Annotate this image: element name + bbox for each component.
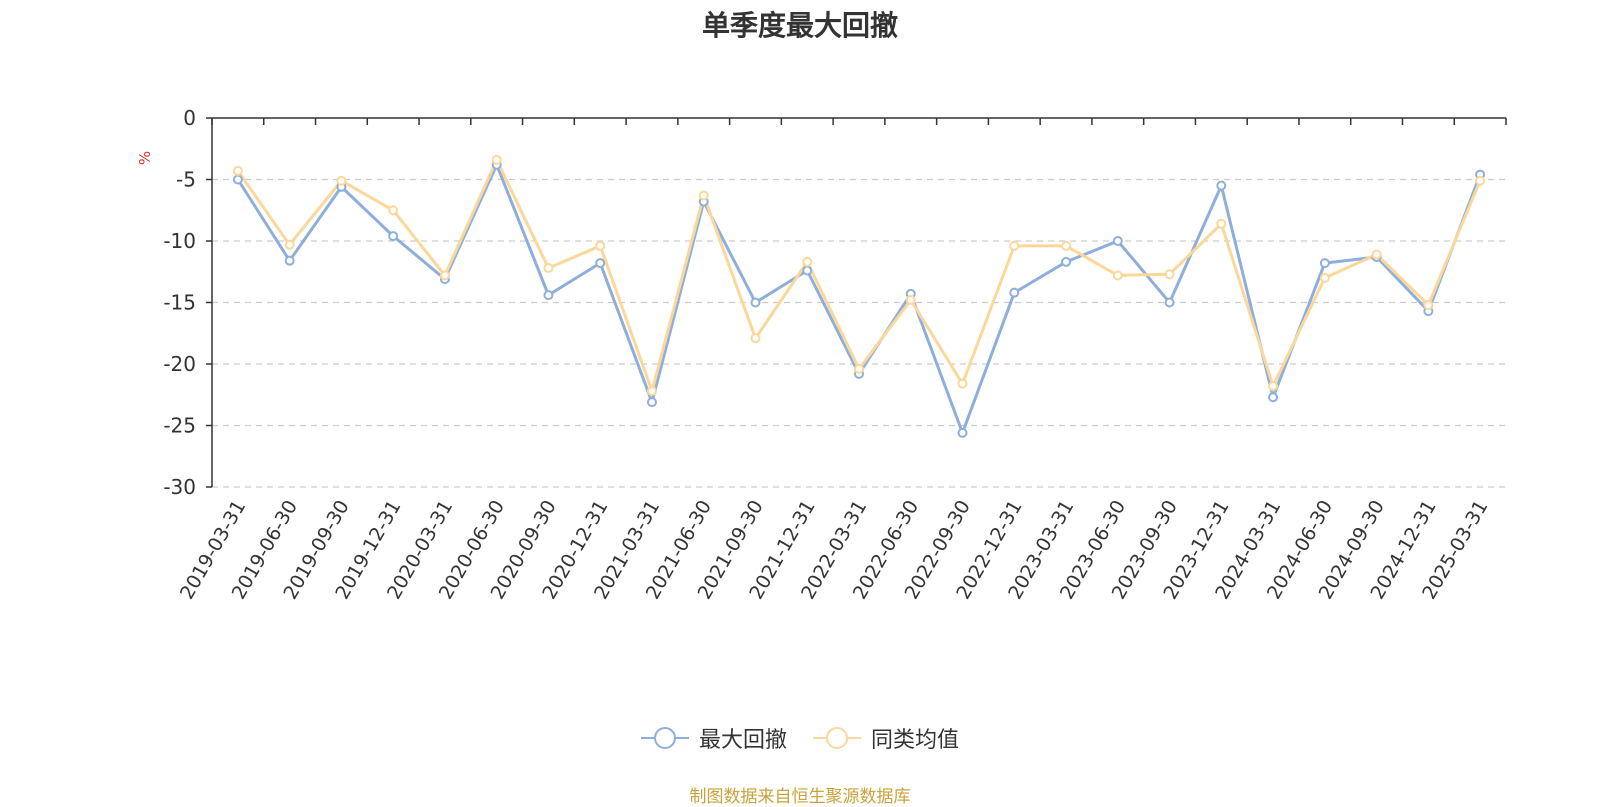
data-point-2 bbox=[232, 165, 243, 176]
data-point-2 bbox=[1061, 240, 1072, 251]
data-point-2 bbox=[284, 239, 295, 250]
data-point-2 bbox=[1423, 299, 1434, 310]
legend-item-2[interactable]: 同类均值 bbox=[813, 722, 959, 754]
y-tick-label: -15 bbox=[163, 291, 196, 315]
data-point-2 bbox=[1112, 270, 1123, 281]
data-point-2 bbox=[388, 205, 399, 216]
chart-title: 单季度最大回撤 bbox=[701, 9, 898, 42]
data-point-1 bbox=[1268, 392, 1279, 403]
data-point-2 bbox=[595, 240, 606, 251]
data-point-2 bbox=[1371, 249, 1382, 260]
data-point-2 bbox=[957, 378, 968, 389]
data-point-1 bbox=[388, 231, 399, 242]
data-point-1 bbox=[1216, 180, 1227, 191]
data-point-1 bbox=[1112, 236, 1123, 246]
y-tick-label: -20 bbox=[163, 352, 196, 376]
y-tick-label: -5 bbox=[176, 168, 196, 192]
data-point-2 bbox=[1268, 381, 1279, 392]
data-point-2 bbox=[905, 295, 916, 306]
data-point-1 bbox=[1164, 297, 1175, 308]
data-point-2 bbox=[336, 175, 347, 186]
data-point-2 bbox=[1216, 218, 1227, 229]
data-point-1 bbox=[646, 397, 657, 408]
data-point-2 bbox=[491, 154, 502, 165]
y-tick-label: -30 bbox=[163, 475, 196, 499]
data-point-1 bbox=[595, 258, 606, 269]
data-point-1 bbox=[1319, 258, 1330, 269]
data-point-2 bbox=[646, 386, 657, 397]
legend-marker-icon bbox=[813, 727, 861, 749]
legend-item-1[interactable]: 最大回撤 bbox=[640, 722, 787, 754]
data-point-2 bbox=[750, 333, 761, 344]
data-point-2 bbox=[1475, 175, 1486, 186]
data-point-2 bbox=[1319, 272, 1330, 283]
legend-label: 最大回撤 bbox=[698, 728, 787, 753]
axes: 0-5-10-15-20-25-302019-03-312019-06-3020… bbox=[163, 106, 1507, 603]
y-tick-label: -25 bbox=[163, 414, 196, 438]
legend-label: 同类均值 bbox=[871, 728, 960, 753]
series-lines bbox=[236, 158, 1482, 435]
data-point-1 bbox=[543, 290, 554, 301]
legend: 最大回撤 同类均值 bbox=[0, 722, 1600, 754]
y-axis-unit-label: % bbox=[136, 151, 154, 165]
legend-marker-icon bbox=[640, 727, 689, 749]
data-point-2 bbox=[439, 270, 450, 281]
data-point-1 bbox=[232, 174, 243, 185]
data-point-2 bbox=[698, 190, 709, 201]
data-point-1 bbox=[750, 297, 761, 308]
data-point-1 bbox=[1061, 256, 1072, 267]
y-tick-label: 0 bbox=[183, 106, 196, 130]
data-point-1 bbox=[284, 255, 295, 266]
data-point-1 bbox=[957, 427, 968, 438]
data-point-2 bbox=[802, 256, 813, 267]
source-note: 制图数据来自恒生聚源数据库 bbox=[689, 787, 911, 807]
series-line-2 bbox=[236, 158, 1482, 393]
data-point-2 bbox=[1164, 269, 1175, 280]
data-point-2 bbox=[854, 363, 864, 374]
data-point-1 bbox=[802, 265, 813, 276]
series-markers bbox=[232, 154, 1486, 438]
data-point-2 bbox=[1009, 240, 1020, 251]
data-point-1 bbox=[1009, 287, 1020, 298]
y-tick-label: -10 bbox=[163, 229, 196, 253]
data-point-2 bbox=[543, 263, 554, 274]
gridlines bbox=[212, 178, 1506, 488]
series-line-1 bbox=[236, 163, 1482, 435]
